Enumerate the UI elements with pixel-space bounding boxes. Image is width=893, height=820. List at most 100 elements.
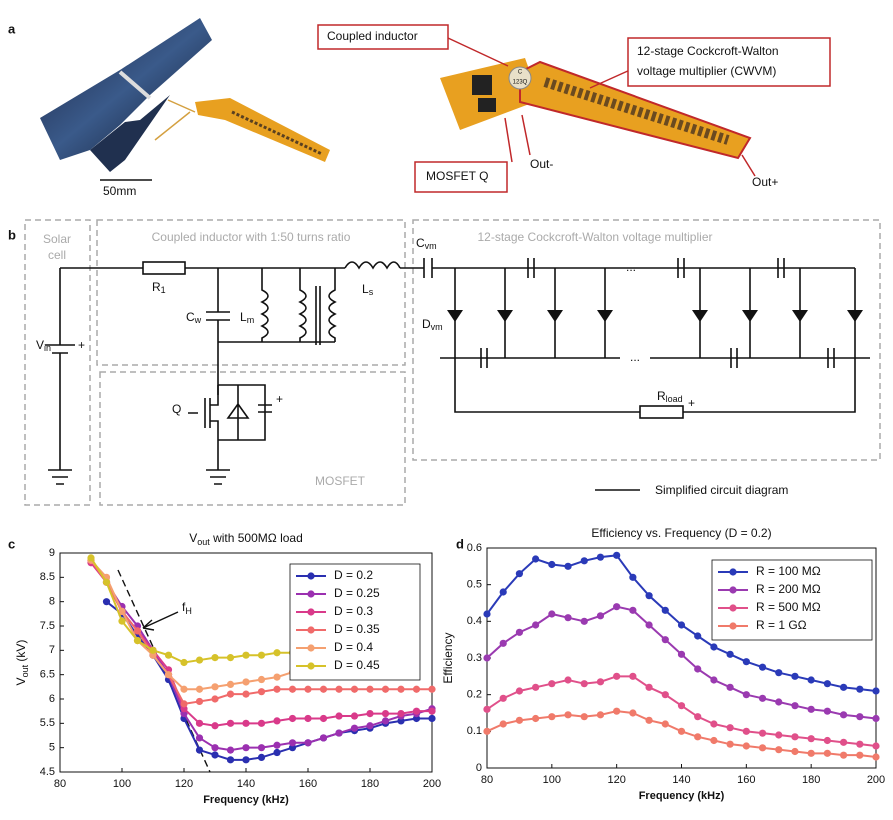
data-point: [856, 713, 864, 721]
pcb-photo: [440, 58, 752, 160]
callout-lines: [447, 37, 756, 177]
data-point: [483, 654, 491, 662]
label-main: V: [36, 338, 44, 352]
panel-label: c: [8, 536, 15, 551]
y-tick-label: 7.5: [40, 620, 55, 632]
data-point: [742, 658, 750, 666]
y-tick-label: 0.3: [467, 652, 482, 664]
data-point: [118, 607, 126, 616]
box-label: MOSFET: [315, 474, 366, 488]
data-point: [273, 685, 281, 693]
data-point: [412, 685, 421, 693]
data-point: [102, 578, 111, 586]
label-sub: 1: [161, 285, 166, 295]
data-point: [596, 678, 605, 686]
data-point: [807, 676, 815, 684]
data-point: [211, 744, 219, 752]
annotation-main: f: [182, 600, 186, 614]
legend-marker: [729, 604, 737, 612]
data-point: [856, 685, 864, 693]
x-tick-label: 100: [543, 774, 561, 786]
series-line: [486, 675, 877, 747]
y-axis-label: Efficiency: [441, 632, 455, 683]
legend-marker: [307, 626, 315, 634]
y-tick-label: 0: [476, 762, 482, 774]
data-point: [613, 551, 621, 559]
data-point: [483, 727, 491, 735]
x-tick-label: 180: [361, 778, 379, 790]
data-point: [677, 621, 686, 629]
y-tick-label: 0.2: [467, 689, 482, 701]
data-point: [397, 685, 405, 693]
data-point: [807, 705, 815, 713]
component-label: Vin: [36, 338, 51, 353]
y-tick-label: 6: [49, 693, 55, 705]
data-point: [726, 683, 734, 691]
data-point: [133, 637, 142, 645]
data-point: [211, 722, 219, 730]
legend-marker: [307, 662, 315, 670]
box-label: 12-stage Cockcroft-Walton voltage multip…: [478, 230, 713, 244]
data-point: [677, 702, 686, 710]
data-point: [226, 680, 235, 689]
data-point: [180, 658, 188, 667]
component-label: Q: [172, 402, 181, 416]
label-main: R: [152, 280, 161, 294]
data-point: [775, 669, 783, 677]
series-line: [90, 559, 293, 691]
data-point: [319, 714, 328, 723]
data-point: [257, 651, 266, 659]
panel-label: d: [456, 536, 464, 551]
data-point: [428, 714, 436, 723]
data-point: [195, 697, 204, 706]
component-label: Lm: [240, 310, 254, 325]
callout: MOSFET Q: [426, 169, 488, 183]
data-point: [775, 698, 783, 706]
y-tick-label: 5: [49, 742, 55, 754]
data-point: [515, 628, 524, 636]
panel-label: a: [8, 21, 16, 36]
chip-label: C: [518, 70, 523, 76]
y-tick-label: 9: [49, 547, 55, 559]
data-point: [273, 649, 281, 657]
data-point: [242, 678, 250, 686]
data-point: [257, 753, 266, 762]
data-point: [483, 610, 491, 618]
data-point: [499, 720, 507, 728]
data-point: [564, 676, 572, 684]
x-tick-label: 180: [802, 774, 820, 786]
data-point: [483, 705, 491, 713]
data-point: [195, 685, 204, 693]
data-point: [694, 733, 702, 741]
label-sub: m: [247, 315, 255, 325]
x-tick-label: 160: [299, 778, 317, 790]
data-point: [381, 717, 390, 725]
data-point: [791, 672, 799, 680]
data-point: [694, 665, 702, 673]
chip-label: 123Q: [513, 80, 528, 86]
y-axis-label-part: V: [14, 677, 28, 685]
data-point: [823, 736, 831, 745]
y-tick-label: 4.5: [40, 766, 55, 778]
data-point: [580, 680, 588, 688]
legend-label: R = 1 GΩ: [756, 618, 807, 632]
data-point: [710, 643, 718, 651]
component-label: Dvm: [422, 317, 443, 332]
data-point: [726, 724, 734, 732]
panel-label: b: [8, 227, 16, 242]
legend-marker: [729, 622, 737, 630]
series-line: [105, 600, 432, 761]
x-tick-label: 140: [672, 774, 690, 786]
data-point: [596, 612, 605, 620]
polarity: +: [276, 392, 283, 406]
data-point: [872, 742, 880, 750]
data-point: [195, 746, 204, 754]
data-point: [661, 720, 669, 728]
data-point: [856, 751, 864, 759]
callout: voltage multiplier (CWVM): [637, 64, 776, 78]
data-point: [242, 744, 250, 752]
circuit-legend: Simplified circuit diagram: [655, 483, 788, 497]
data-point: [613, 707, 621, 715]
data-point: [288, 685, 297, 693]
data-point: [499, 694, 507, 702]
